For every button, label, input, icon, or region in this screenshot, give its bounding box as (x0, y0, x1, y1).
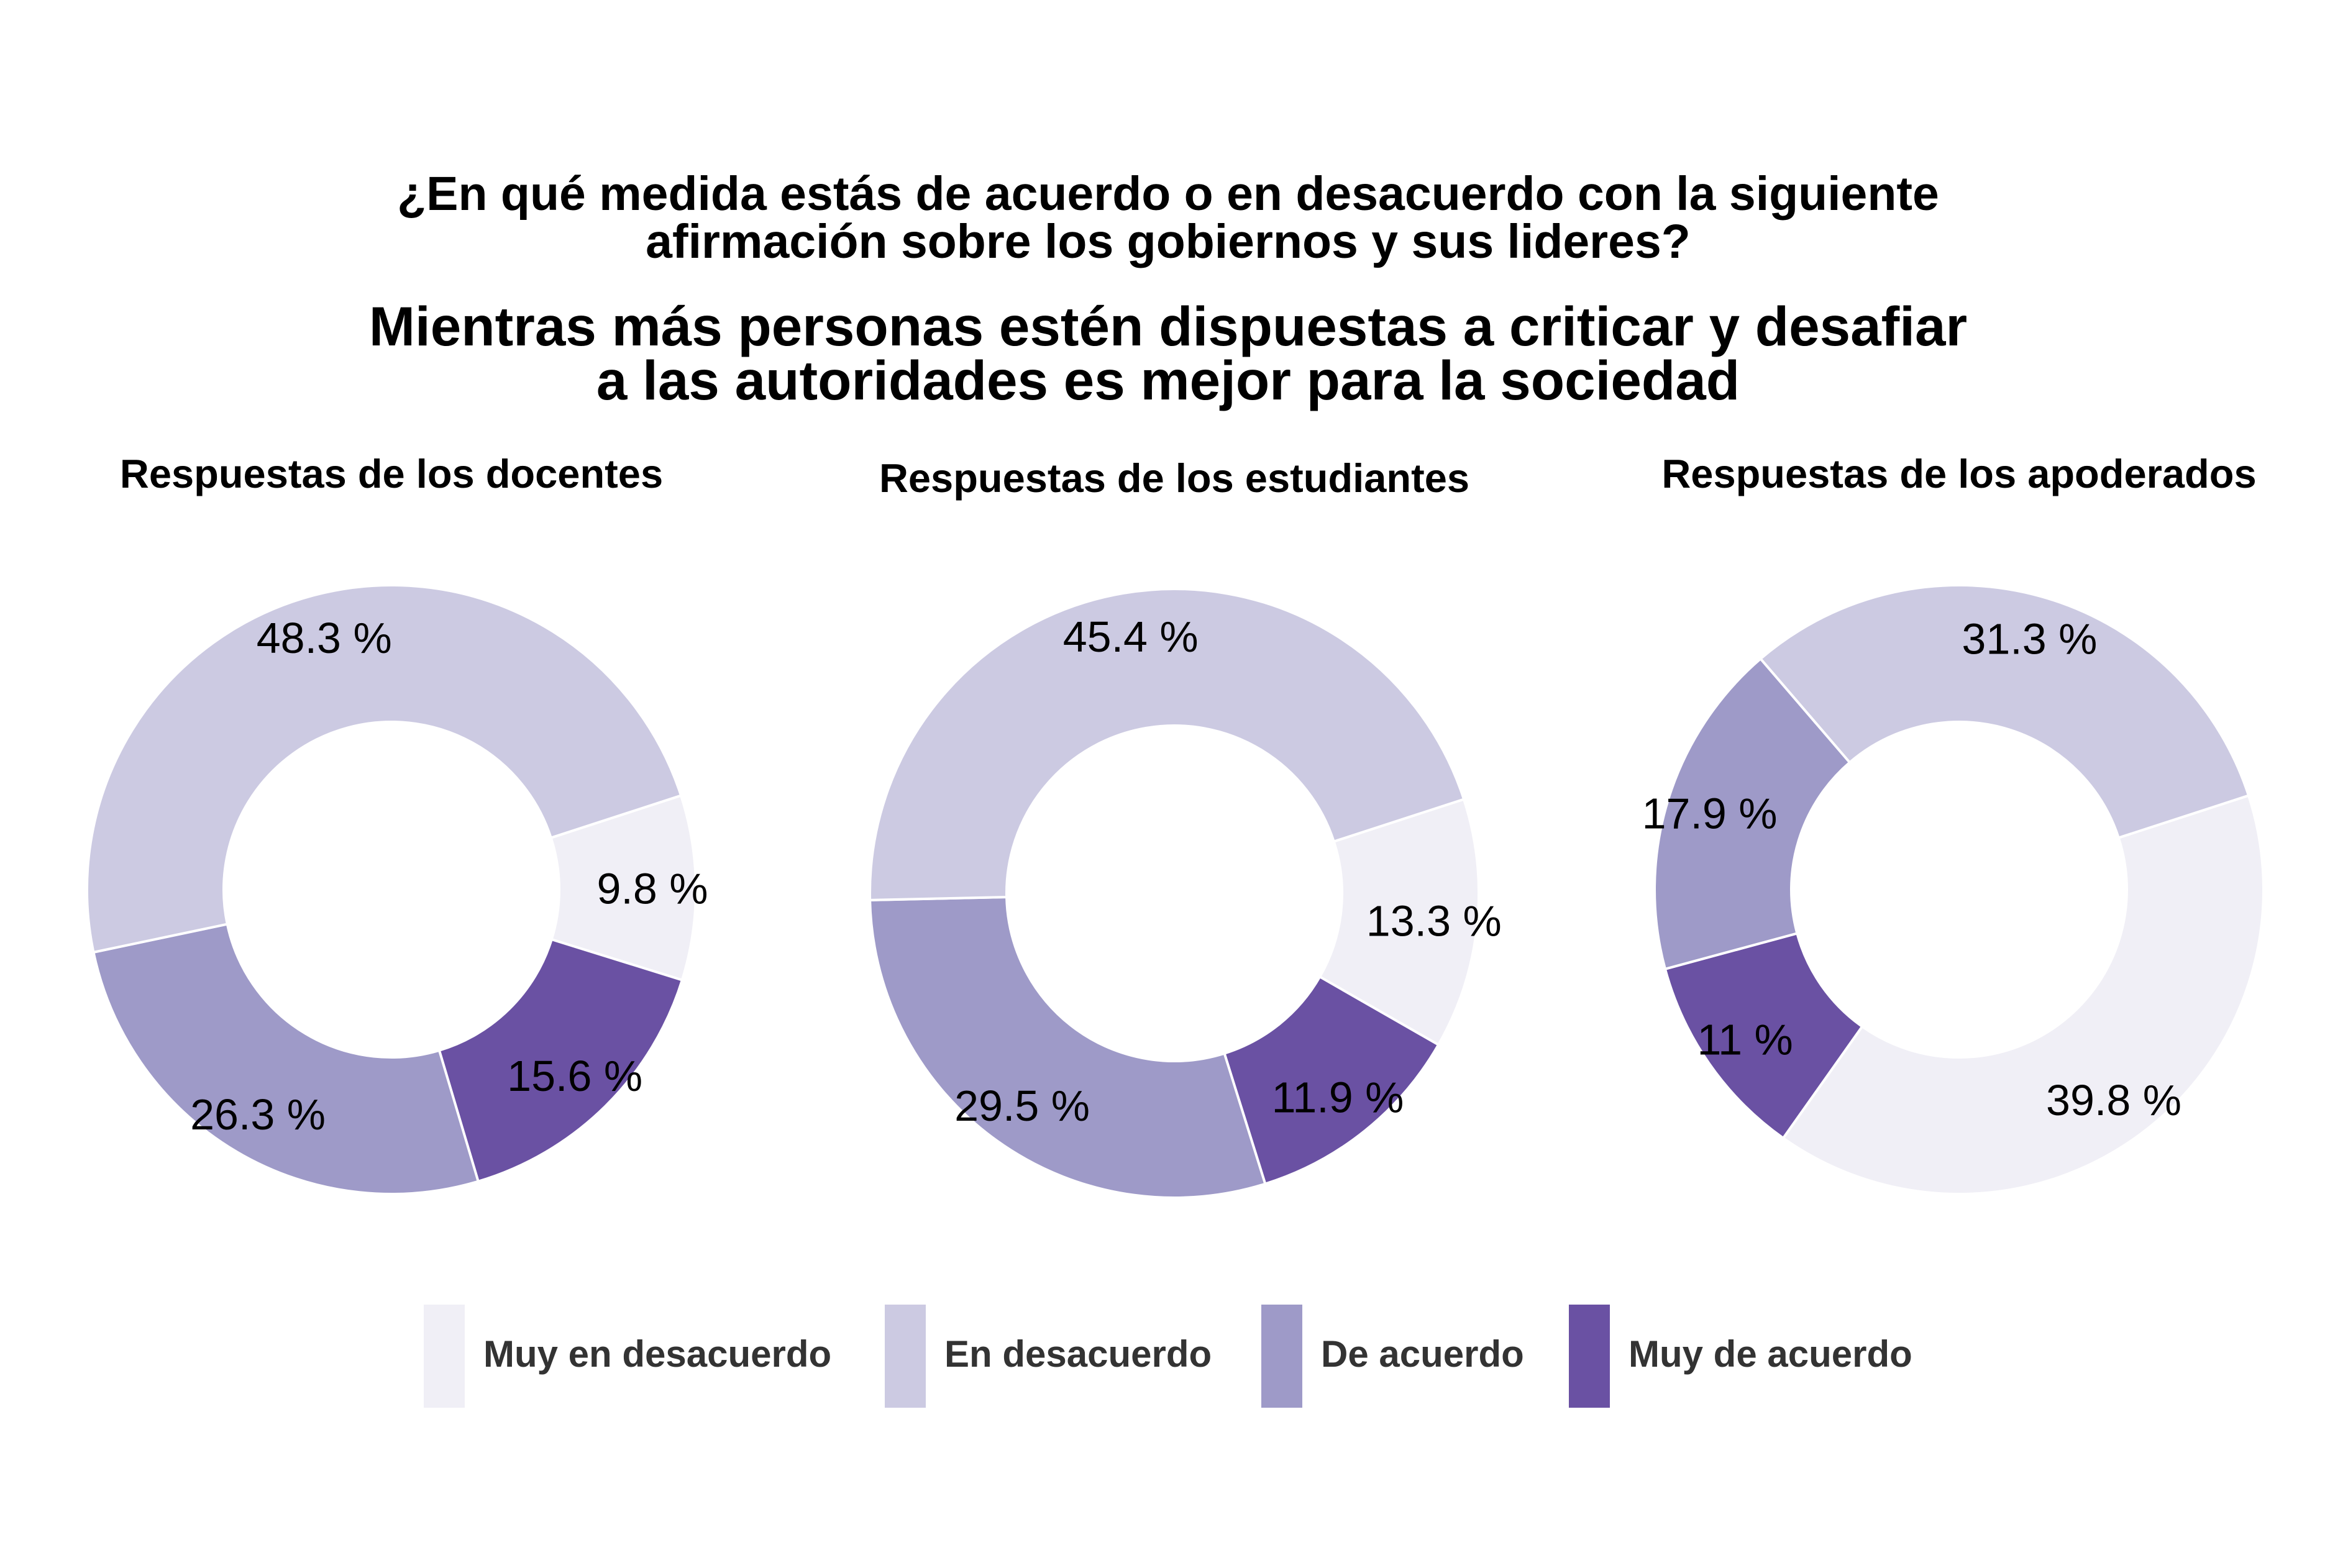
donut-slice-estudiantes-en-desacuerdo (869, 588, 1466, 901)
legend-swatch-muy-en-desacuerdo (424, 1305, 465, 1408)
slice-label-estudiantes-muy-en-desacuerdo: 13.3 % (1366, 896, 1502, 945)
donut-slice-docentes-en-desacuerdo (86, 584, 683, 954)
subtitle-line-2: a las autoridades es mejor para la socie… (596, 349, 1740, 411)
legend-label-muy-de-acuerdo: Muy de acuerdo (1629, 1333, 1912, 1375)
slice-label-estudiantes-de-acuerdo: 29.5 % (954, 1082, 1090, 1130)
donut-slice-apoderados-de-acuerdo (1653, 657, 1852, 971)
slice-label-estudiantes-en-desacuerdo: 45.4 % (1063, 613, 1199, 661)
slice-label-docentes-muy-en-desacuerdo: 9.8 % (596, 864, 708, 913)
donut-slice-apoderados-muy-en-desacuerdo (1781, 794, 2265, 1195)
donut-slice-estudiantes-muy-en-desacuerdo (1318, 798, 1480, 1047)
donut-panels: 9.8 % 15.6 % 26.3 % 48.3 % 13.3 % 11.9 % 29.5 … (86, 584, 2265, 1199)
donut-slice-estudiantes-de-acuerdo (869, 895, 1267, 1199)
donut-slice-docentes-muy-de-acuerdo (437, 937, 684, 1183)
donut-slice-docentes-de-acuerdo (92, 923, 480, 1195)
donut-slice-estudiantes-muy-de-acuerdo (1223, 975, 1440, 1186)
subtitle-line-1: Mientras más personas estén dispuestas a… (369, 295, 1967, 357)
legend-swatch-muy-de-acuerdo (1569, 1305, 1610, 1408)
slice-label-apoderados-muy-en-desacuerdo: 39.8 % (2046, 1076, 2181, 1124)
slice-label-apoderados-en-desacuerdo: 31.3 % (1962, 615, 2097, 663)
slice-label-apoderados-de-acuerdo: 17.9 % (1642, 790, 1778, 838)
slice-label-docentes-de-acuerdo: 26.3 % (190, 1090, 326, 1139)
legend-label-muy-en-desacuerdo: Muy en desacuerdo (483, 1333, 831, 1375)
legend: Muy en desacuerdo En desacuerdo De acuer… (424, 1305, 1912, 1408)
title-line-2: afirmación sobre los gobiernos y sus lid… (646, 215, 1691, 268)
panel-title-estudiantes: Respuestas de los estudiantes (879, 455, 1469, 501)
legend-swatch-en-desacuerdo (885, 1305, 926, 1408)
legend-swatch-de-acuerdo (1261, 1305, 1302, 1408)
donut-slice-apoderados-en-desacuerdo (1758, 584, 2250, 840)
donut-slice-apoderados-muy-de-acuerdo (1663, 931, 1864, 1140)
panel-title-docentes: Respuestas de los docentes (120, 451, 663, 496)
panel-title-apoderados: Respuestas de los apoderados (1661, 451, 2256, 496)
slice-label-estudiantes-muy-de-acuerdo: 11.9 % (1272, 1073, 1404, 1121)
title-line-1: ¿En qué medida estás de acuerdo o en des… (397, 167, 1939, 221)
slice-label-docentes-muy-de-acuerdo: 15.6 % (507, 1052, 642, 1100)
slice-label-docentes-en-desacuerdo: 48.3 % (257, 614, 392, 662)
legend-label-en-desacuerdo: En desacuerdo (944, 1333, 1212, 1375)
slice-label-apoderados-muy-de-acuerdo: 11 % (1697, 1015, 1793, 1064)
legend-label-de-acuerdo: De acuerdo (1321, 1333, 1524, 1375)
